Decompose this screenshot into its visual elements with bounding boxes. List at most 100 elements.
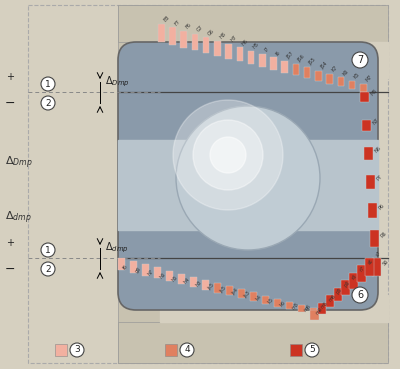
Text: M6: M6 <box>370 88 378 97</box>
Bar <box>160 295 388 322</box>
Bar <box>192 34 198 50</box>
Text: k5: k5 <box>266 297 274 305</box>
Bar <box>318 303 326 314</box>
Bar <box>290 344 302 356</box>
Bar <box>142 264 148 276</box>
Text: m4: m4 <box>314 307 324 316</box>
Bar <box>365 258 374 276</box>
Text: K7: K7 <box>330 65 339 73</box>
Bar <box>274 299 280 307</box>
Circle shape <box>41 243 55 257</box>
Text: 1: 1 <box>45 79 51 89</box>
Circle shape <box>305 343 319 357</box>
Bar <box>158 24 164 42</box>
Text: I7: I7 <box>263 46 270 53</box>
Text: 3: 3 <box>74 345 80 355</box>
Text: r7: r7 <box>359 266 366 273</box>
Text: k4: k4 <box>254 294 262 302</box>
Bar <box>334 288 342 301</box>
Bar <box>166 270 172 281</box>
Text: +: + <box>6 238 14 248</box>
Text: F6: F6 <box>185 22 192 30</box>
Bar <box>342 280 350 295</box>
Text: 4: 4 <box>184 345 190 355</box>
Bar <box>180 31 187 48</box>
Bar <box>118 322 388 363</box>
Bar <box>293 64 299 75</box>
Text: 1: 1 <box>45 245 51 255</box>
Text: K5: K5 <box>353 72 361 80</box>
Text: M7: M7 <box>364 74 373 83</box>
Text: F7: F7 <box>174 19 181 26</box>
Bar <box>360 92 368 102</box>
Bar <box>338 77 344 86</box>
Bar <box>248 51 254 64</box>
Text: s7: s7 <box>374 251 382 258</box>
Bar <box>226 286 232 295</box>
Circle shape <box>41 262 55 276</box>
Bar <box>225 44 232 59</box>
Text: h5: h5 <box>170 274 178 282</box>
Text: f6: f6 <box>122 264 129 271</box>
Text: S6: S6 <box>382 259 390 267</box>
Circle shape <box>193 120 263 190</box>
Bar <box>203 37 209 53</box>
Bar <box>202 280 208 290</box>
Text: H8: H8 <box>218 31 227 39</box>
Text: JS4: JS4 <box>319 61 328 70</box>
Text: H6: H6 <box>241 38 249 46</box>
Bar <box>160 42 388 78</box>
Text: JS7: JS7 <box>286 51 295 60</box>
Text: JS5: JS5 <box>308 57 317 66</box>
Text: p6: p6 <box>343 280 351 288</box>
Text: G6: G6 <box>207 28 216 36</box>
Circle shape <box>173 100 283 210</box>
FancyBboxPatch shape <box>118 42 378 310</box>
Circle shape <box>210 137 246 173</box>
Text: 2: 2 <box>45 265 51 273</box>
Text: h7: h7 <box>146 269 154 277</box>
Bar <box>310 308 316 315</box>
Circle shape <box>41 77 55 91</box>
Bar <box>326 74 333 84</box>
Text: R6: R6 <box>380 231 388 239</box>
Text: $\Delta_{Dmp}$: $\Delta_{Dmp}$ <box>105 75 130 89</box>
Circle shape <box>176 106 320 250</box>
Bar <box>310 310 318 320</box>
Text: m6: m6 <box>327 293 336 303</box>
Text: K6: K6 <box>342 68 350 76</box>
Circle shape <box>352 287 368 303</box>
Bar <box>214 41 221 56</box>
Bar <box>349 273 358 289</box>
Bar <box>178 274 184 284</box>
Text: h6: h6 <box>158 272 166 279</box>
Bar <box>315 71 322 81</box>
Text: 2: 2 <box>45 99 51 107</box>
Text: $\Delta_{dmp}$: $\Delta_{dmp}$ <box>105 240 129 255</box>
Bar <box>368 203 376 218</box>
Text: $\Delta_{Dmp}$: $\Delta_{Dmp}$ <box>5 154 33 171</box>
Circle shape <box>41 96 55 110</box>
Bar <box>304 67 310 78</box>
Bar <box>372 258 380 276</box>
Text: m6: m6 <box>302 304 312 313</box>
Text: h3: h3 <box>194 280 202 288</box>
Bar <box>282 61 288 73</box>
Bar <box>360 84 366 92</box>
Text: js5: js5 <box>218 285 227 293</box>
Bar <box>190 277 196 287</box>
Text: s6: s6 <box>367 258 374 265</box>
Bar <box>154 268 160 279</box>
Bar <box>357 265 366 282</box>
Bar <box>118 258 124 270</box>
Bar <box>262 296 268 304</box>
Bar <box>118 140 378 230</box>
Bar <box>362 120 370 131</box>
Bar <box>326 295 334 307</box>
Text: G7: G7 <box>196 25 204 33</box>
Text: 7: 7 <box>357 55 363 65</box>
Text: I6: I6 <box>274 49 281 56</box>
Text: H7: H7 <box>230 35 238 43</box>
Bar <box>364 147 372 160</box>
Circle shape <box>352 52 368 68</box>
